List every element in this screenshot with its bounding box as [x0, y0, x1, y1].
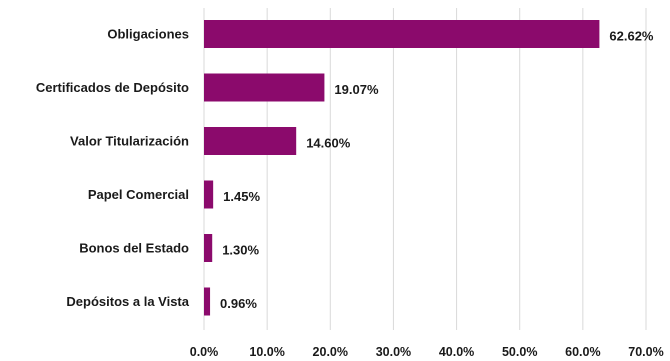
value-labels: 62.62% 19.07% 14.60% 1.45% 1.30% 0.96% — [220, 29, 654, 312]
bars — [204, 20, 600, 316]
x-tick-label: 0.0% — [190, 345, 219, 359]
gridlines — [203, 8, 647, 330]
category-labels: Obligaciones Certificados de Depósito Valo… — [36, 27, 190, 310]
x-tick-label: 10.0% — [249, 345, 284, 359]
bar — [204, 20, 600, 48]
category-label: Depósitos a la Vista — [66, 294, 189, 309]
bar — [204, 73, 325, 102]
category-label: Papel Comercial — [88, 187, 189, 202]
x-tick-label: 30.0% — [376, 345, 411, 359]
bar — [204, 180, 214, 209]
value-label: 19.07% — [334, 82, 379, 97]
bar — [204, 127, 297, 155]
x-axis-tick-labels: 0.0% 10.0% 20.0% 30.0% 40.0% 50.0% 60.0% 70.0% — [190, 345, 664, 359]
category-label: Valor Titularización — [70, 134, 189, 149]
x-tick-label: 60.0% — [565, 345, 600, 359]
x-tick-label: 40.0% — [439, 345, 474, 359]
x-tick-label: 70.0% — [628, 345, 663, 359]
bar — [204, 287, 211, 316]
category-label: Certificados de Depósito — [36, 80, 189, 95]
value-label: 62.62% — [609, 29, 654, 44]
value-label: 0.96% — [220, 296, 257, 311]
x-tick-label: 20.0% — [313, 345, 348, 359]
value-label: 14.60% — [306, 136, 351, 151]
value-label: 1.30% — [222, 243, 259, 258]
bar — [204, 234, 213, 262]
x-tick-label: 50.0% — [502, 345, 537, 359]
value-label: 1.45% — [223, 189, 260, 204]
category-label: Bonos del Estado — [79, 241, 189, 256]
category-label: Obligaciones — [107, 27, 189, 42]
